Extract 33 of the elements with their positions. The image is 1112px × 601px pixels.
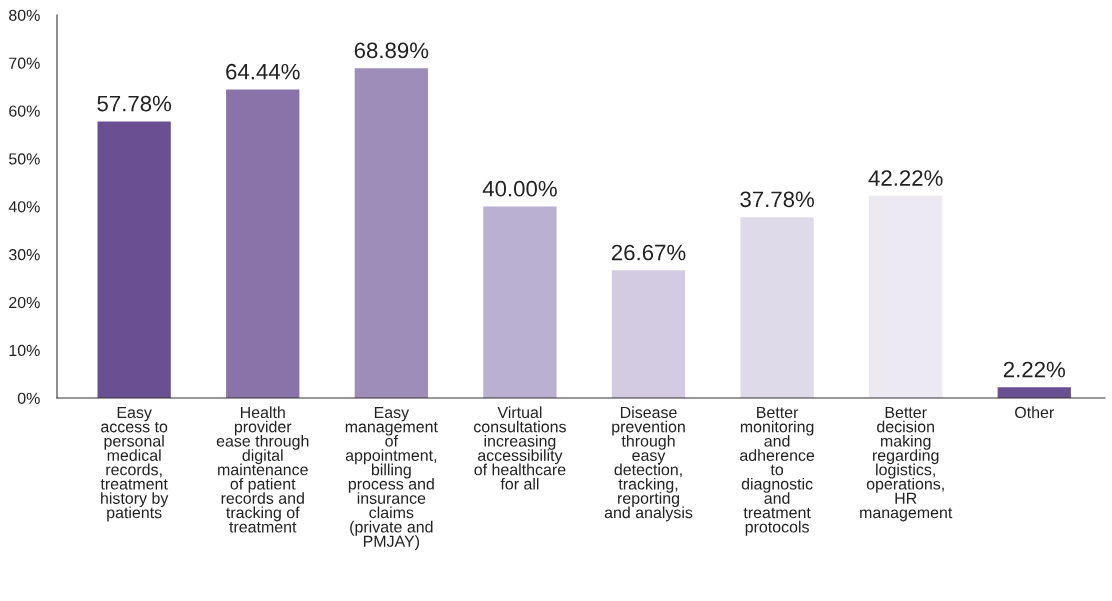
category-label: Better monitoring and adherence to diagnostic and treatment protocols bbox=[740, 406, 815, 536]
bar bbox=[483, 206, 557, 398]
bar bbox=[611, 270, 686, 398]
x-tick-label: Better decision making regarding logistics, operations, HR management bbox=[860, 406, 953, 522]
y-tick-label: 60% bbox=[9, 105, 40, 117]
bar bbox=[740, 217, 814, 398]
data-label: 68.89% bbox=[354, 42, 429, 59]
y-tick-label: 70% bbox=[9, 57, 40, 69]
data-label: 64.44% bbox=[226, 63, 300, 80]
y-tick-label: 0% bbox=[17, 392, 40, 404]
x-tick-label: Virtual consultations increasing accessibility of healthcare for all bbox=[473, 406, 566, 490]
y-tick-label: 40% bbox=[8, 201, 40, 213]
x-tick-label: Easy access to personal medical records, treatment history by patients bbox=[100, 406, 169, 522]
bar bbox=[97, 121, 171, 398]
y-tick-label: 30% bbox=[8, 249, 40, 261]
data-label: 57.78% bbox=[97, 95, 172, 112]
data-label: 2.22% bbox=[1003, 361, 1065, 378]
data-label: 26.67% bbox=[611, 244, 686, 261]
data-label: 40.00% bbox=[482, 180, 557, 197]
bar bbox=[997, 387, 1071, 398]
x-tick-label: Disease prevention through easy detection, tracking, reporting and analysis bbox=[604, 406, 693, 522]
category-label: Health provider ease through digital maintenance of patient records and tracking of treatment bbox=[216, 406, 309, 533]
bar bbox=[354, 68, 428, 398]
y-tick-label: 20% bbox=[9, 296, 40, 309]
y-tick-label: 10% bbox=[9, 344, 40, 357]
data-label: 42.22% bbox=[868, 170, 943, 186]
bar bbox=[226, 89, 300, 398]
y-tick-label: 80% bbox=[9, 9, 40, 21]
y-tick-label: 50% bbox=[9, 153, 40, 165]
x-tick-label: Other bbox=[1015, 406, 1054, 419]
data-label: 37.78% bbox=[740, 191, 814, 208]
category-label: Easy management of appointment, billing process and insurance claims (private and PMJAY) bbox=[345, 406, 438, 551]
bar bbox=[869, 195, 943, 398]
